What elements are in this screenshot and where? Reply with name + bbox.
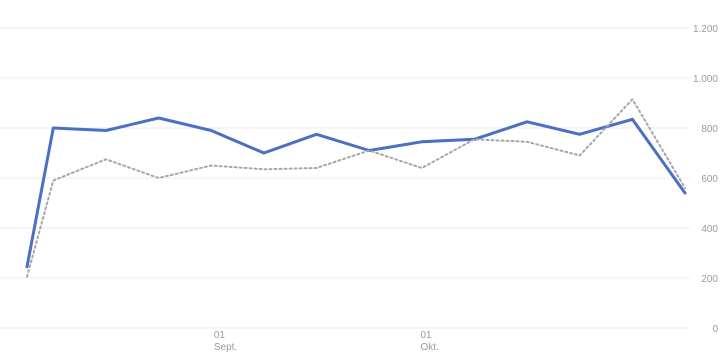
y-axis-tick-labels: 0 200 400 600 800 1.000 1.200	[693, 24, 718, 335]
y-tick-label: 1.200	[693, 24, 718, 35]
series-line-solid	[25, 116, 687, 269]
y-tick-label: 800	[701, 124, 718, 135]
y-tick-label: 600	[701, 174, 718, 185]
x-tick-label-day: 01	[214, 330, 226, 341]
y-tick-label: 0	[712, 324, 718, 335]
x-tick-label-month: Sept.	[214, 342, 237, 353]
y-tick-label: 400	[701, 224, 718, 235]
x-tick-label-day: 01	[420, 330, 432, 341]
y-tick-label: 1.000	[693, 74, 718, 85]
series-line-dotted	[26, 98, 686, 278]
y-tick-label: 200	[701, 274, 718, 285]
x-tick-label-month: Okt.	[420, 342, 438, 353]
series-lines	[25, 98, 687, 278]
gridlines	[0, 27, 690, 329]
